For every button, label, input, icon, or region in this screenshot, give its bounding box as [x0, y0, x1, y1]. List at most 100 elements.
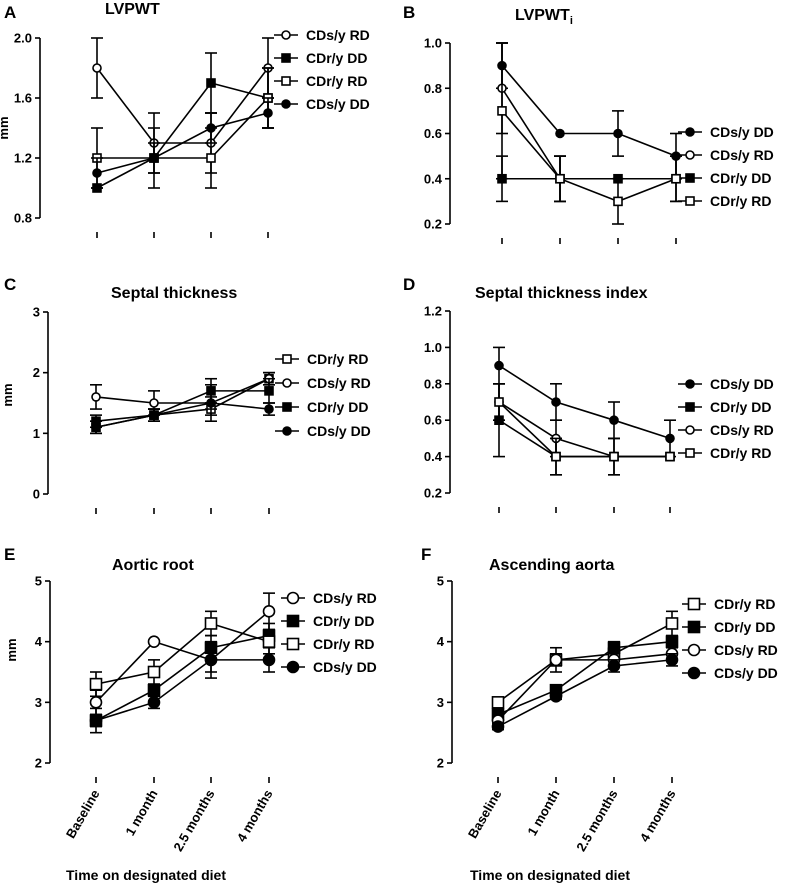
- data-point: [549, 689, 563, 703]
- y-tick-label: 5: [35, 574, 42, 589]
- data-point: [665, 617, 679, 630]
- data-point: [89, 696, 103, 709]
- legend-label: CDr/y RD: [710, 193, 771, 209]
- series-cds-y-dd: [496, 42, 682, 180]
- data-point: [671, 173, 681, 184]
- legend-marker: [281, 76, 291, 86]
- data-point: [149, 153, 159, 163]
- data-point: [665, 653, 679, 667]
- y-tick-label: 1.0: [424, 36, 442, 51]
- panel-c: C Septal thickness 0 1 2 3 mm CDr/y RD CDs/y RD C…: [0, 275, 371, 514]
- series-line: [498, 401, 670, 458]
- series-cdr-y-rd: [89, 610, 276, 698]
- legend-marker: [687, 666, 701, 680]
- legend-entry: CDs/y RD: [678, 147, 774, 163]
- y-tick-label: 2: [437, 756, 444, 771]
- series-line: [498, 364, 671, 440]
- legend-marker: [687, 643, 701, 657]
- legend-entry: CDr/y DD: [281, 613, 374, 629]
- legend-label: CDr/y RD: [307, 351, 368, 367]
- series-line: [501, 65, 677, 157]
- series-cds-y-dd: [90, 396, 275, 435]
- data-point: [264, 386, 274, 396]
- data-point: [147, 696, 161, 709]
- legend-marker: [685, 196, 695, 206]
- series-cdr-y-rd: [493, 382, 675, 476]
- legend-entry: CDs/y DD: [281, 659, 377, 675]
- legend-label: CDs/y RD: [307, 375, 371, 391]
- y-tick-label: 5: [437, 574, 444, 589]
- data-point: [149, 410, 159, 420]
- series-cdr-y-rd: [91, 67, 274, 189]
- legend-marker: [685, 402, 695, 412]
- series-cds-y-rd: [91, 37, 274, 174]
- series-cdr-y-dd: [90, 377, 275, 429]
- legend-marker: [685, 425, 695, 435]
- panel-title: Ascending aorta: [489, 557, 614, 574]
- panel-title: LVPWTi: [515, 7, 573, 27]
- y-tick-label: 0.4: [424, 171, 443, 186]
- legend-label: CDr/y DD: [714, 619, 775, 635]
- data-point: [206, 153, 216, 163]
- data-point: [491, 720, 505, 733]
- x-tick-label: 1 month: [524, 787, 562, 838]
- y-tick-label: 0.8: [424, 376, 442, 391]
- legend-label: CDs/y DD: [714, 665, 778, 681]
- legend-marker: [286, 637, 300, 651]
- panel-title-subscript: i: [570, 15, 573, 27]
- legend-entry: CDs/y DD: [678, 376, 774, 392]
- data-point: [607, 641, 621, 655]
- panel-label: A: [4, 3, 16, 22]
- data-point: [206, 123, 216, 133]
- legend-marker: [286, 660, 300, 674]
- panel-b: B LVPWTi 0.2 0.4 0.6 0.8 1.0 CDs/y DD CDs/y RD CD…: [403, 3, 774, 244]
- x-tick-label: 4 months: [234, 787, 276, 845]
- series-line: [497, 659, 673, 728]
- series-line: [95, 610, 270, 703]
- legend-marker: [282, 402, 292, 412]
- y-tick-label: 0.8: [14, 211, 32, 226]
- legend-entry: CDr/y RD: [678, 193, 771, 209]
- data-point: [262, 635, 276, 648]
- legend-entry: CDs/y RD: [274, 27, 370, 43]
- legend-label: CDs/y RD: [710, 147, 774, 163]
- data-point: [89, 714, 103, 727]
- data-point: [91, 422, 101, 433]
- y-axis-label: mm: [4, 638, 19, 661]
- legend-marker: [685, 127, 695, 137]
- legend-entry: CDr/y DD: [275, 399, 368, 415]
- series-cds-y-rd: [90, 371, 275, 423]
- data-point: [206, 386, 216, 396]
- series-cdr-y-dd: [496, 155, 681, 203]
- data-point: [91, 392, 101, 402]
- panel-f: F Ascending aorta 2 3 4 5 Baseline 1 month 2.5 m…: [421, 545, 778, 883]
- panel-title: Aortic root: [112, 557, 194, 574]
- series-line: [497, 622, 673, 703]
- legend-entry: CDs/y DD: [275, 423, 371, 439]
- legend-marker: [687, 620, 701, 634]
- data-point: [613, 196, 623, 207]
- panel-title: LVPWT: [105, 1, 160, 18]
- series-cds-y-dd: [491, 652, 679, 733]
- y-tick-label: 4: [437, 634, 445, 649]
- panel-label: D: [403, 275, 415, 294]
- legend-entry: CDs/y DD: [274, 96, 370, 112]
- y-axis-label: mm: [0, 383, 15, 406]
- y-tick-label: 3: [35, 695, 42, 710]
- y-tick-label: 0.2: [424, 217, 442, 232]
- data-point: [555, 128, 565, 139]
- panel-title: Septal thickness: [111, 285, 237, 302]
- y-axis-label: mm: [0, 116, 11, 139]
- panel-a: A LVPWT 0.8 1.2 1.6 2.0 mm CDs/y RD CDr/y DD CDr/…: [0, 1, 370, 238]
- data-point: [89, 677, 103, 691]
- legend-entry: CDs/y RD: [281, 590, 377, 606]
- data-point: [263, 108, 273, 118]
- legend-label: CDs/y RD: [306, 27, 370, 43]
- panel-label: B: [403, 3, 415, 22]
- x-tick-label: Baseline: [465, 787, 505, 841]
- legend-entry: CDr/y RD: [682, 596, 775, 612]
- series-cdr-y-rd: [496, 42, 682, 225]
- legend-label: CDr/y DD: [710, 399, 771, 415]
- legend-marker: [685, 173, 695, 183]
- y-tick-label: 0.4: [424, 449, 443, 464]
